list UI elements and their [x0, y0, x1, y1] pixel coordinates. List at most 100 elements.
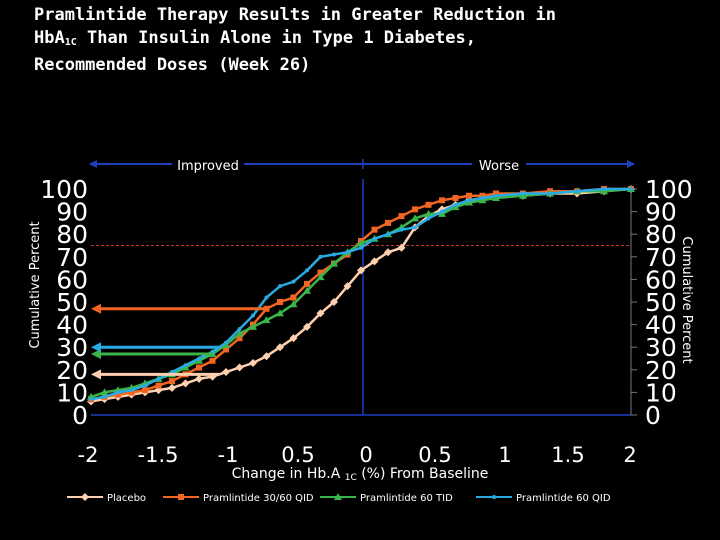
y-tick-right: 90 [645, 198, 677, 227]
legend: Placebo Pramlintide 30/60 QID Pramlintide … [67, 493, 611, 504]
data-point [278, 284, 282, 289]
legend-item-pram_60_qid: Pramlintide 60 QID [476, 493, 611, 504]
data-point [264, 295, 269, 300]
data-point [411, 214, 419, 222]
data-point [303, 286, 311, 294]
series-line-pram_30_60_qid [90, 187, 631, 401]
arrow-head [91, 303, 101, 314]
data-point [289, 300, 298, 308]
arrow-pram_60_tid [91, 348, 213, 359]
title-line-2-post: Than Insulin Alone in Type 1 Diabetes, [76, 28, 476, 48]
percentile-arrows [91, 303, 267, 380]
legend-label: Pramlintide 60 TID [360, 493, 453, 504]
y-tick-right: 50 [645, 288, 677, 317]
title-line-2: HbA1C Than Insulin Alone in Type 1 Diabe… [34, 27, 694, 54]
data-point [425, 201, 432, 208]
y-tick-right: 80 [645, 220, 677, 249]
legend-label: Placebo [107, 493, 146, 504]
data-point [452, 195, 459, 202]
data-point [453, 202, 458, 207]
data-point [196, 364, 202, 371]
data-point [521, 191, 525, 196]
series-layer [87, 185, 635, 406]
y-tick-left: 30 [56, 333, 88, 362]
x-axis-title-sub: 1C [345, 473, 357, 483]
data-point [115, 391, 121, 398]
data-point [235, 363, 244, 372]
data-point [372, 236, 377, 241]
data-point [303, 322, 311, 331]
data-point [466, 192, 472, 199]
data-point [575, 189, 579, 194]
data-point [357, 239, 365, 247]
arrow-head [91, 348, 101, 359]
data-point [345, 250, 350, 255]
arrow-head [91, 369, 101, 380]
series-pram_60_tid [87, 185, 635, 400]
data-point [197, 356, 201, 361]
y-tick-right: 10 [645, 378, 677, 407]
data-point [289, 334, 298, 343]
x-tick-label: -2 [78, 443, 99, 467]
y-tick-right: 40 [645, 311, 677, 340]
data-point [343, 282, 352, 291]
data-point [305, 268, 309, 273]
data-point [413, 225, 417, 230]
legend-swatch-marker [492, 495, 496, 499]
y-tick-left: 100 [40, 175, 88, 204]
title-line-1: Pramlintide Therapy Results in Greater R… [34, 5, 556, 25]
data-point [224, 340, 228, 345]
x-axis-title: Change in Hb.A 1C (%) From Baseline [232, 466, 489, 483]
data-point [223, 346, 229, 353]
data-point [102, 394, 107, 399]
data-point [317, 269, 324, 276]
data-point [357, 266, 365, 275]
data-point [262, 316, 271, 324]
y-tick-right: 20 [645, 356, 677, 385]
x-axis-title-pre: Change in Hb.A [232, 466, 345, 482]
data-point [237, 327, 242, 332]
data-point [493, 190, 499, 197]
data-point [602, 187, 606, 191]
data-point [276, 309, 284, 317]
y-tick-left: 0 [72, 401, 88, 430]
direction-label-improved: Improved [177, 159, 239, 174]
data-point [276, 343, 284, 352]
y-tick-left: 70 [56, 243, 88, 272]
y-tick-right: 60 [645, 265, 677, 294]
series-pram_60_qid [89, 187, 633, 402]
data-point [142, 387, 148, 394]
y-tick-right: 100 [645, 175, 693, 204]
data-point [494, 193, 498, 198]
series-line-pram_60_qid [90, 187, 631, 401]
data-point [480, 196, 485, 201]
legend-item-placebo: Placebo [67, 493, 146, 504]
legend-swatch-marker [81, 493, 89, 501]
data-point [156, 376, 161, 381]
x-tick-label: 1.5 [551, 443, 584, 467]
direction-label-worse: Worse [479, 159, 519, 174]
y-tick-left: 20 [56, 356, 88, 385]
data-point [397, 243, 406, 252]
x-tick-label: -1 [218, 443, 239, 467]
legend-label: Pramlintide 60 QID [516, 493, 611, 504]
data-point [479, 192, 486, 199]
direction-indicator: Improved Worse [89, 156, 635, 174]
data-point [384, 248, 392, 257]
data-point [169, 378, 175, 385]
legend-label: Pramlintide 30/60 QID [203, 493, 314, 504]
axes [91, 179, 637, 416]
data-point [277, 299, 283, 305]
y-tick-left: 90 [56, 198, 88, 227]
y-tick-left: 10 [56, 378, 88, 407]
data-point [548, 191, 552, 196]
legend-swatch-marker [334, 493, 342, 500]
data-point [316, 273, 325, 281]
data-point [290, 294, 297, 301]
data-point [262, 352, 271, 361]
data-point [424, 209, 433, 217]
x-tick-label: 0.5 [418, 443, 451, 467]
legend-item-pram_60_tid: Pramlintide 60 TID [320, 493, 453, 504]
data-point [332, 252, 336, 257]
data-point [439, 197, 445, 204]
